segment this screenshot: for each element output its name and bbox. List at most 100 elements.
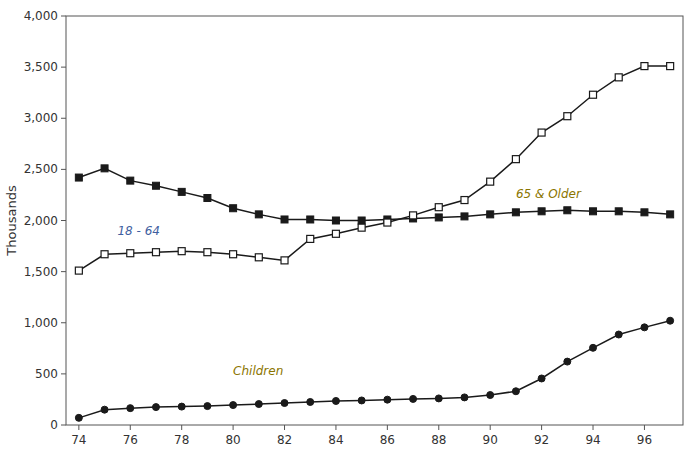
x-tick xyxy=(181,425,182,430)
point xyxy=(615,74,622,81)
point xyxy=(101,251,108,258)
y-axis: 05001,0001,5002,0002,5003,0003,5004,000 xyxy=(24,9,66,432)
point xyxy=(461,213,468,220)
series-line xyxy=(79,321,670,418)
x-tick-label: 86 xyxy=(380,433,395,447)
point xyxy=(461,197,468,204)
series xyxy=(75,63,673,275)
y-tick-label: 2,000 xyxy=(24,214,58,228)
x-tick-label: 94 xyxy=(585,433,600,447)
point xyxy=(230,205,237,212)
annotations: 65 & Older18 - 64Children xyxy=(117,187,582,378)
point xyxy=(564,113,571,120)
x-tick-label: 92 xyxy=(534,433,549,447)
point xyxy=(127,405,134,412)
point xyxy=(230,251,237,258)
point xyxy=(281,400,288,407)
point xyxy=(384,396,391,403)
point xyxy=(281,216,288,223)
x-tick-label: 90 xyxy=(483,433,498,447)
x-tick-label: 96 xyxy=(637,433,652,447)
x-tick-label: 78 xyxy=(174,433,189,447)
annotation: 18 - 64 xyxy=(117,224,159,238)
point xyxy=(358,224,365,231)
point xyxy=(487,392,494,399)
point xyxy=(615,331,622,338)
point xyxy=(127,250,134,257)
y-tick xyxy=(61,118,66,119)
x-tick-label: 84 xyxy=(328,433,343,447)
point xyxy=(435,214,442,221)
point xyxy=(332,397,339,404)
point xyxy=(590,91,597,98)
y-tick xyxy=(61,271,66,272)
point xyxy=(615,208,622,215)
y-tick xyxy=(61,425,66,426)
point xyxy=(667,317,674,324)
y-tick xyxy=(61,373,66,374)
point xyxy=(667,63,674,70)
point xyxy=(512,209,519,216)
point xyxy=(101,406,108,413)
point xyxy=(590,208,597,215)
plot-data xyxy=(75,63,673,422)
y-tick-label: 2,500 xyxy=(24,162,58,176)
point xyxy=(667,211,674,218)
series xyxy=(75,165,673,224)
chart: 05001,0001,5002,0002,5003,0003,5004,0007… xyxy=(0,0,699,463)
x-tick xyxy=(593,425,594,430)
y-tick-label: 4,000 xyxy=(24,9,58,23)
point xyxy=(178,188,185,195)
point xyxy=(590,344,597,351)
point xyxy=(307,235,314,242)
x-tick xyxy=(438,425,439,430)
point xyxy=(281,257,288,264)
point xyxy=(332,230,339,237)
x-tick-label: 76 xyxy=(123,433,138,447)
point xyxy=(435,395,442,402)
point xyxy=(487,211,494,218)
point xyxy=(435,204,442,211)
point xyxy=(538,375,545,382)
point xyxy=(101,165,108,172)
point xyxy=(564,358,571,365)
x-tick-label: 88 xyxy=(431,433,446,447)
x-tick xyxy=(387,425,388,430)
point xyxy=(152,404,159,411)
x-tick xyxy=(130,425,131,430)
y-axis-label: Thousands xyxy=(4,185,19,257)
point xyxy=(230,402,237,409)
y-tick-label: 3,500 xyxy=(24,60,58,74)
point xyxy=(204,403,211,410)
point xyxy=(255,401,262,408)
x-axis: 747678808284868890929496 xyxy=(71,425,652,447)
y-tick-label: 500 xyxy=(35,367,58,381)
point xyxy=(461,394,468,401)
x-tick xyxy=(284,425,285,430)
point xyxy=(384,219,391,226)
point xyxy=(358,397,365,404)
point xyxy=(255,211,262,218)
series xyxy=(75,317,673,421)
y-tick xyxy=(61,220,66,221)
y-tick-label: 1,000 xyxy=(24,316,58,330)
point xyxy=(307,216,314,223)
x-tick-label: 80 xyxy=(225,433,240,447)
series-line xyxy=(79,66,670,271)
x-tick xyxy=(541,425,542,430)
point xyxy=(152,249,159,256)
x-tick xyxy=(490,425,491,430)
point xyxy=(127,177,134,184)
point xyxy=(152,182,159,189)
point xyxy=(178,403,185,410)
point xyxy=(564,207,571,214)
y-tick xyxy=(61,169,66,170)
point xyxy=(75,414,82,421)
x-tick xyxy=(78,425,79,430)
point xyxy=(641,324,648,331)
y-tick-label: 3,000 xyxy=(24,111,58,125)
point xyxy=(255,254,262,261)
y-tick xyxy=(61,16,66,17)
y-tick xyxy=(61,67,66,68)
point xyxy=(75,174,82,181)
